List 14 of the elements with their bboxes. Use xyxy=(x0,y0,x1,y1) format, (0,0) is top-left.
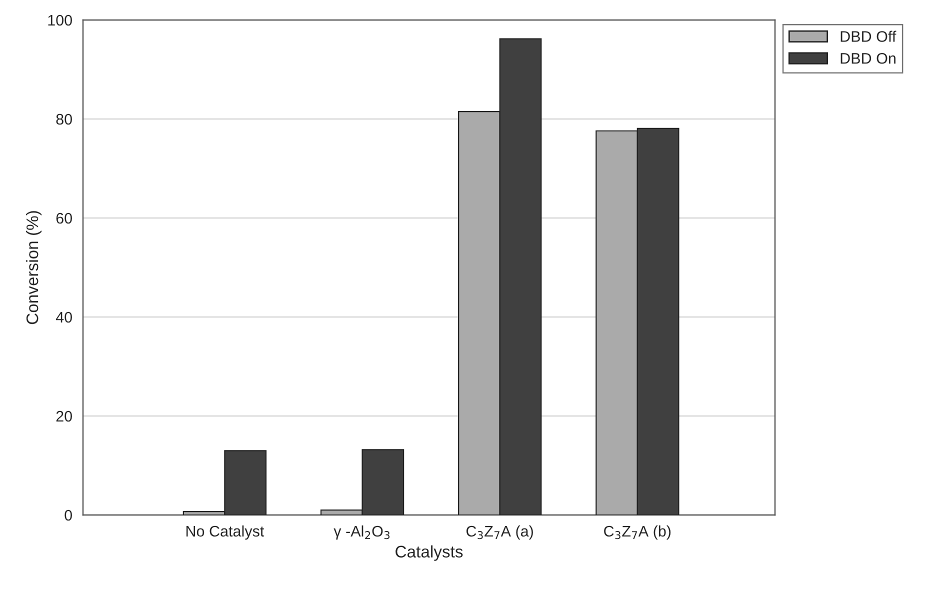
y-tick-label: 0 xyxy=(64,510,72,521)
x-tick-label: C$_{3}$Z$_{7}$A (a) xyxy=(466,525,533,540)
y-tick-label: 20 xyxy=(56,410,72,422)
x-tick-label: C$_{3}$Z$_{7}$A (b) xyxy=(604,525,671,540)
y-tick-label: 100 xyxy=(48,14,72,26)
x-axis-title: Catalysts xyxy=(396,545,463,561)
y-tick-label: 60 xyxy=(56,212,72,224)
y-axis-title: Conversion (%) xyxy=(26,211,42,324)
x-tick-label: No Catalyst xyxy=(186,525,264,540)
y-tick-label: 40 xyxy=(56,312,72,323)
x-tick-label: γ -Al$_{2}$O$_{3}$ xyxy=(334,525,390,540)
legend-label: DBD Off xyxy=(840,30,896,42)
legend-label: DBD On xyxy=(840,52,896,64)
y-tick-label: 80 xyxy=(56,114,72,125)
